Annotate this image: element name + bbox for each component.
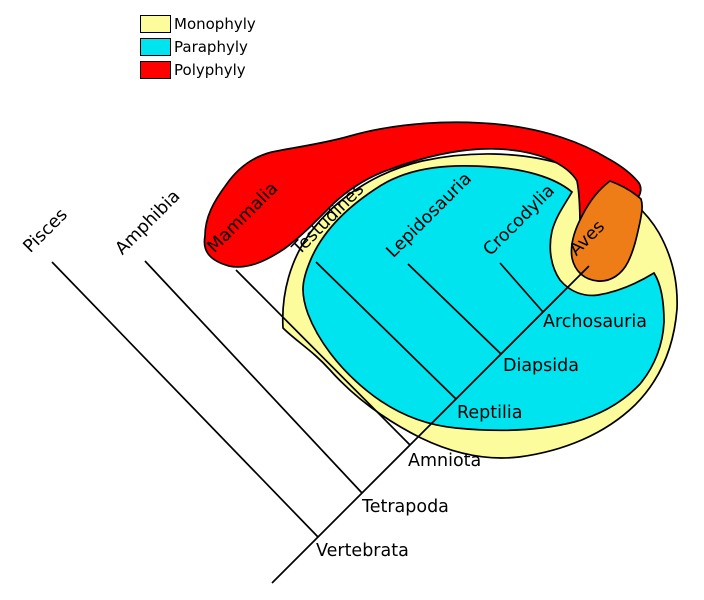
monophyly-label: Monophyly xyxy=(174,14,256,33)
legend-item-paraphyly: Paraphyly xyxy=(140,37,256,56)
aves-overlap-region xyxy=(570,180,643,282)
paraphyly-region xyxy=(302,165,665,432)
clade-label-reptilia: Reptilia xyxy=(457,403,523,423)
branch-pisces xyxy=(51,261,319,538)
clade-label-tetrapoda: Tetrapoda xyxy=(362,497,449,517)
branch-testudines xyxy=(315,261,457,400)
tree-spine xyxy=(271,265,590,584)
branch-crocodylia xyxy=(499,262,544,313)
clade-label-archosauria: Archosauria xyxy=(543,312,647,332)
branch-lepidosauria xyxy=(407,263,502,355)
polyphyly-swatch xyxy=(140,60,171,79)
monophyly-swatch xyxy=(140,14,171,33)
legend-item-polyphyly: Polyphyly xyxy=(140,60,256,79)
legend-item-monophyly: Monophyly xyxy=(140,14,256,33)
clade-label-vertebrata: Vertebrata xyxy=(316,541,409,561)
clade-label-amniota: Amniota xyxy=(408,451,482,471)
legend: Monophyly Paraphyly Polyphyly xyxy=(140,14,256,83)
polyphyly-label: Polyphyly xyxy=(174,60,246,79)
clade-label-diapsida: Diapsida xyxy=(503,356,579,376)
paraphyly-label: Paraphyly xyxy=(174,37,248,56)
paraphyly-swatch xyxy=(140,37,171,56)
branch-mammalia xyxy=(235,269,411,446)
branch-amphibia xyxy=(144,260,363,494)
